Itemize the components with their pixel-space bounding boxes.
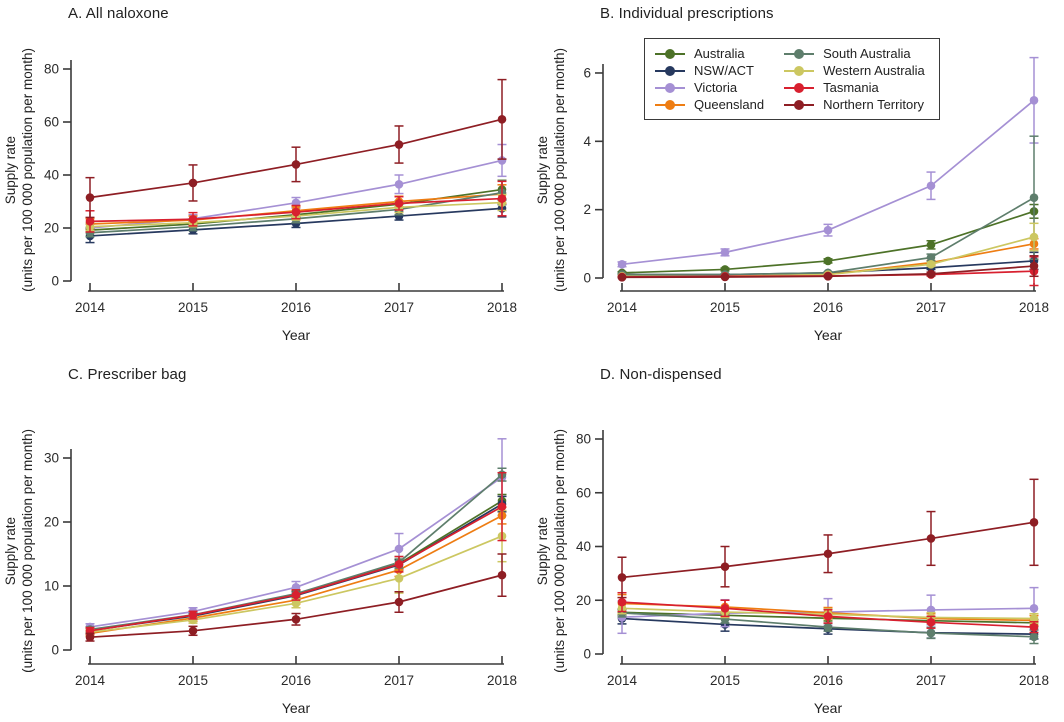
svg-text:80: 80: [44, 62, 59, 77]
legend-item: Tasmania: [784, 80, 925, 95]
svg-text:2018: 2018: [487, 300, 517, 315]
panel-a-all-naloxone: A. All naloxone Supply rate (units per 1…: [0, 0, 532, 361]
legend-marker-icon: [784, 48, 815, 59]
panel-c-prescriber-bag: C. Prescriber bag Supply rate (units per…: [0, 361, 532, 722]
legend-item: Northern Territory: [784, 97, 925, 112]
panel-b-x-axis-label: Year: [813, 327, 843, 343]
legend-marker-icon: [655, 48, 685, 59]
svg-text:0: 0: [51, 274, 59, 289]
legend-marker-icon: [784, 82, 815, 93]
panel-a-chart-canvas: 0 20 40 60 80 2014 2015 2016 2017 2018: [44, 60, 517, 315]
legend-label: Tasmania: [823, 80, 879, 95]
svg-text:2016: 2016: [281, 300, 311, 315]
state-legend: Australia South Australia NSW/ACT Western A…: [644, 38, 940, 120]
legend-marker-icon: [784, 99, 815, 110]
legend-label: Victoria: [694, 80, 738, 95]
svg-text:2018: 2018: [487, 673, 517, 688]
panel-a-x-axis-label: Year: [281, 327, 311, 343]
svg-text:6: 6: [583, 65, 591, 80]
svg-text:0: 0: [583, 271, 591, 286]
svg-text:4: 4: [583, 134, 591, 149]
legend-item: Australia: [655, 46, 764, 61]
svg-text:10: 10: [44, 579, 59, 594]
panel-c-x-axis-label: Year: [281, 700, 311, 716]
svg-text:80: 80: [576, 432, 591, 447]
legend-marker-icon: [655, 65, 685, 76]
legend-label: Northern Territory: [823, 97, 925, 112]
svg-text:30: 30: [44, 451, 59, 466]
svg-text:2015: 2015: [178, 673, 208, 688]
svg-text:2018: 2018: [1019, 300, 1049, 315]
legend-label: NSW/ACT: [694, 63, 754, 78]
legend-marker-icon: [784, 65, 815, 76]
svg-text:40: 40: [576, 539, 591, 554]
svg-text:2016: 2016: [813, 673, 843, 688]
legend-label: South Australia: [823, 46, 911, 61]
svg-text:20: 20: [576, 593, 591, 608]
svg-text:2016: 2016: [281, 673, 311, 688]
svg-text:2014: 2014: [607, 673, 638, 688]
svg-text:2016: 2016: [813, 300, 843, 315]
svg-text:2017: 2017: [916, 300, 946, 315]
svg-text:2017: 2017: [384, 673, 414, 688]
panel-c-chart-canvas: 0 10 20 30 2014 2015 2016 2017 2018: [44, 438, 517, 688]
svg-text:2014: 2014: [75, 300, 106, 315]
panel-b-chart-canvas: 0 2 4 6 2014 2015 2016 2017 2018: [583, 56, 1049, 315]
legend-item: Victoria: [655, 80, 764, 95]
panel-d-non-dispensed: D. Non-dispensed Supply rate (units per …: [532, 361, 1064, 722]
svg-text:2015: 2015: [178, 300, 208, 315]
svg-text:2018: 2018: [1019, 673, 1049, 688]
svg-text:60: 60: [576, 485, 591, 500]
panel-b-title: B. Individual prescriptions: [600, 5, 774, 22]
legend-item: Queensland: [655, 97, 764, 112]
panel-d-title: D. Non-dispensed: [600, 366, 722, 383]
svg-text:0: 0: [51, 643, 59, 658]
svg-text:60: 60: [44, 115, 59, 130]
svg-text:20: 20: [44, 221, 59, 236]
legend-item: NSW/ACT: [655, 63, 764, 78]
legend-item: South Australia: [784, 46, 925, 61]
panel-d-x-axis-label: Year: [813, 700, 843, 716]
legend-label: Western Australia: [823, 63, 925, 78]
svg-text:2014: 2014: [607, 300, 638, 315]
legend-marker-icon: [655, 99, 685, 110]
svg-text:2017: 2017: [916, 673, 946, 688]
legend-marker-icon: [655, 82, 685, 93]
legend-item: Western Australia: [784, 63, 925, 78]
svg-text:20: 20: [44, 515, 59, 530]
svg-text:40: 40: [44, 168, 59, 183]
svg-text:2014: 2014: [75, 673, 106, 688]
svg-text:2015: 2015: [710, 300, 740, 315]
svg-text:2015: 2015: [710, 673, 740, 688]
svg-text:2017: 2017: [384, 300, 414, 315]
svg-text:2: 2: [583, 202, 591, 217]
panel-c-title: C. Prescriber bag: [68, 366, 187, 383]
panel-d-chart-canvas: 0 20 40 60 80 2014 2015 2016 2017 2018: [576, 430, 1049, 688]
panel-b-individual-prescriptions: B. Individual prescriptions Supply rate …: [532, 0, 1064, 361]
legend-label: Australia: [694, 46, 745, 61]
panel-a-title: A. All naloxone: [68, 5, 169, 22]
legend-label: Queensland: [694, 97, 765, 112]
svg-text:0: 0: [583, 647, 591, 662]
